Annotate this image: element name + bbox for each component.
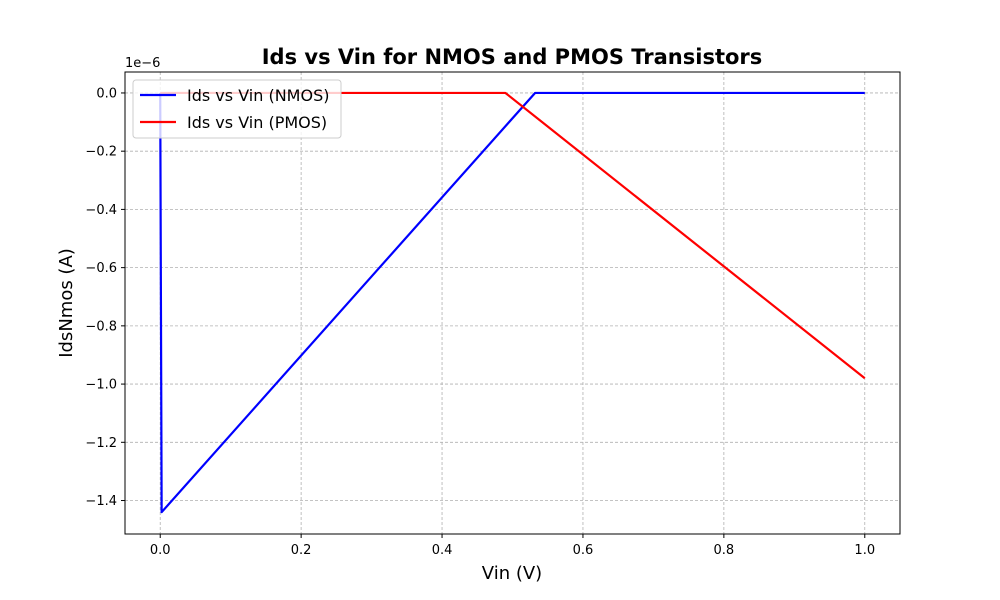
x-tick-label: 0.6 xyxy=(573,543,594,558)
legend-label-1: Ids vs Vin (NMOS) xyxy=(187,86,329,105)
y-tick-label: −0.4 xyxy=(85,203,117,218)
x-axis: 0.0 0.2 0.4 0.6 0.8 1.0 xyxy=(150,534,875,558)
x-axis-label: Vin (V) xyxy=(482,563,542,584)
x-tick-label: 0.8 xyxy=(714,543,735,558)
x-tick-label: 0.2 xyxy=(291,543,312,558)
x-tick-label: 0.4 xyxy=(432,543,453,558)
legend-box xyxy=(132,79,342,139)
y-tick-label: 0.0 xyxy=(96,86,117,101)
legend: Ids vs Vin (NMOS) Ids vs Vin (PMOS) xyxy=(132,79,342,139)
series-line-1 xyxy=(159,91,865,514)
x-tick-label: 0.0 xyxy=(150,543,171,558)
y-tick-label: −1.0 xyxy=(85,378,117,393)
y-tick-label: −1.4 xyxy=(85,494,117,509)
plot-frame xyxy=(124,71,901,535)
legend-label-2: Ids vs Vin (PMOS) xyxy=(187,113,327,132)
y-axis: 0.0 −0.2 −0.4 −0.6 −0.8 −1.0 −1.2 −1.4 xyxy=(85,86,125,509)
y-tick-label: −0.8 xyxy=(85,319,117,334)
y-tick-label: −1.2 xyxy=(85,436,117,451)
chart-title: Ids vs Vin for NMOS and PMOS Transistors xyxy=(262,45,763,69)
y-tick-label: −0.2 xyxy=(85,145,117,160)
series-layer xyxy=(159,91,866,514)
y-axis-label: IdsNmos (A) xyxy=(56,248,77,358)
y-offset-label: 1e−6 xyxy=(125,56,160,71)
grid xyxy=(125,72,900,534)
y-tick-label: −0.6 xyxy=(85,261,117,276)
x-tick-label: 1.0 xyxy=(854,543,875,558)
